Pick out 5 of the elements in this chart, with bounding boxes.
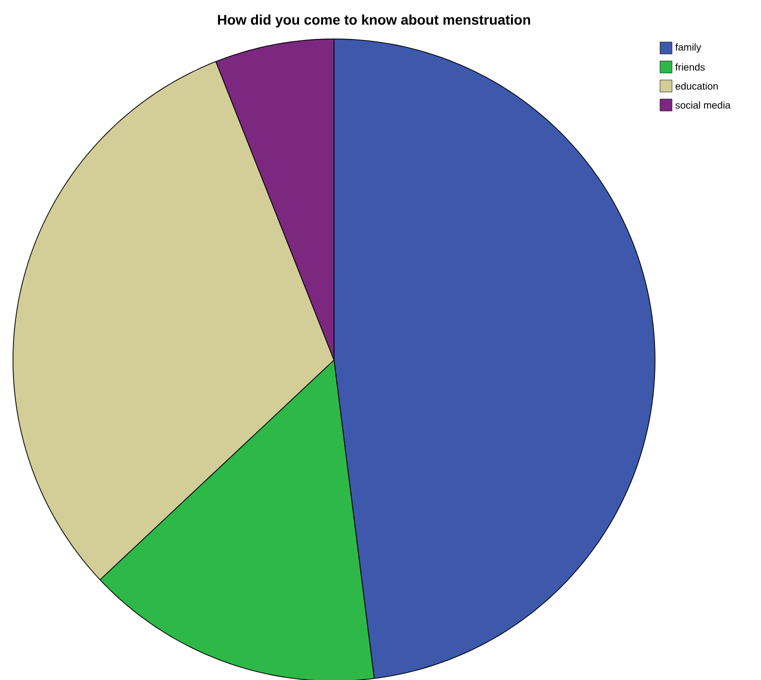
legend-label: friends (675, 63, 705, 71)
chart-title: How did you come to know about menstruation (218, 14, 530, 28)
legend-label: education (676, 82, 718, 90)
legend-label: family (675, 43, 702, 53)
legend-label: social media (675, 101, 731, 109)
